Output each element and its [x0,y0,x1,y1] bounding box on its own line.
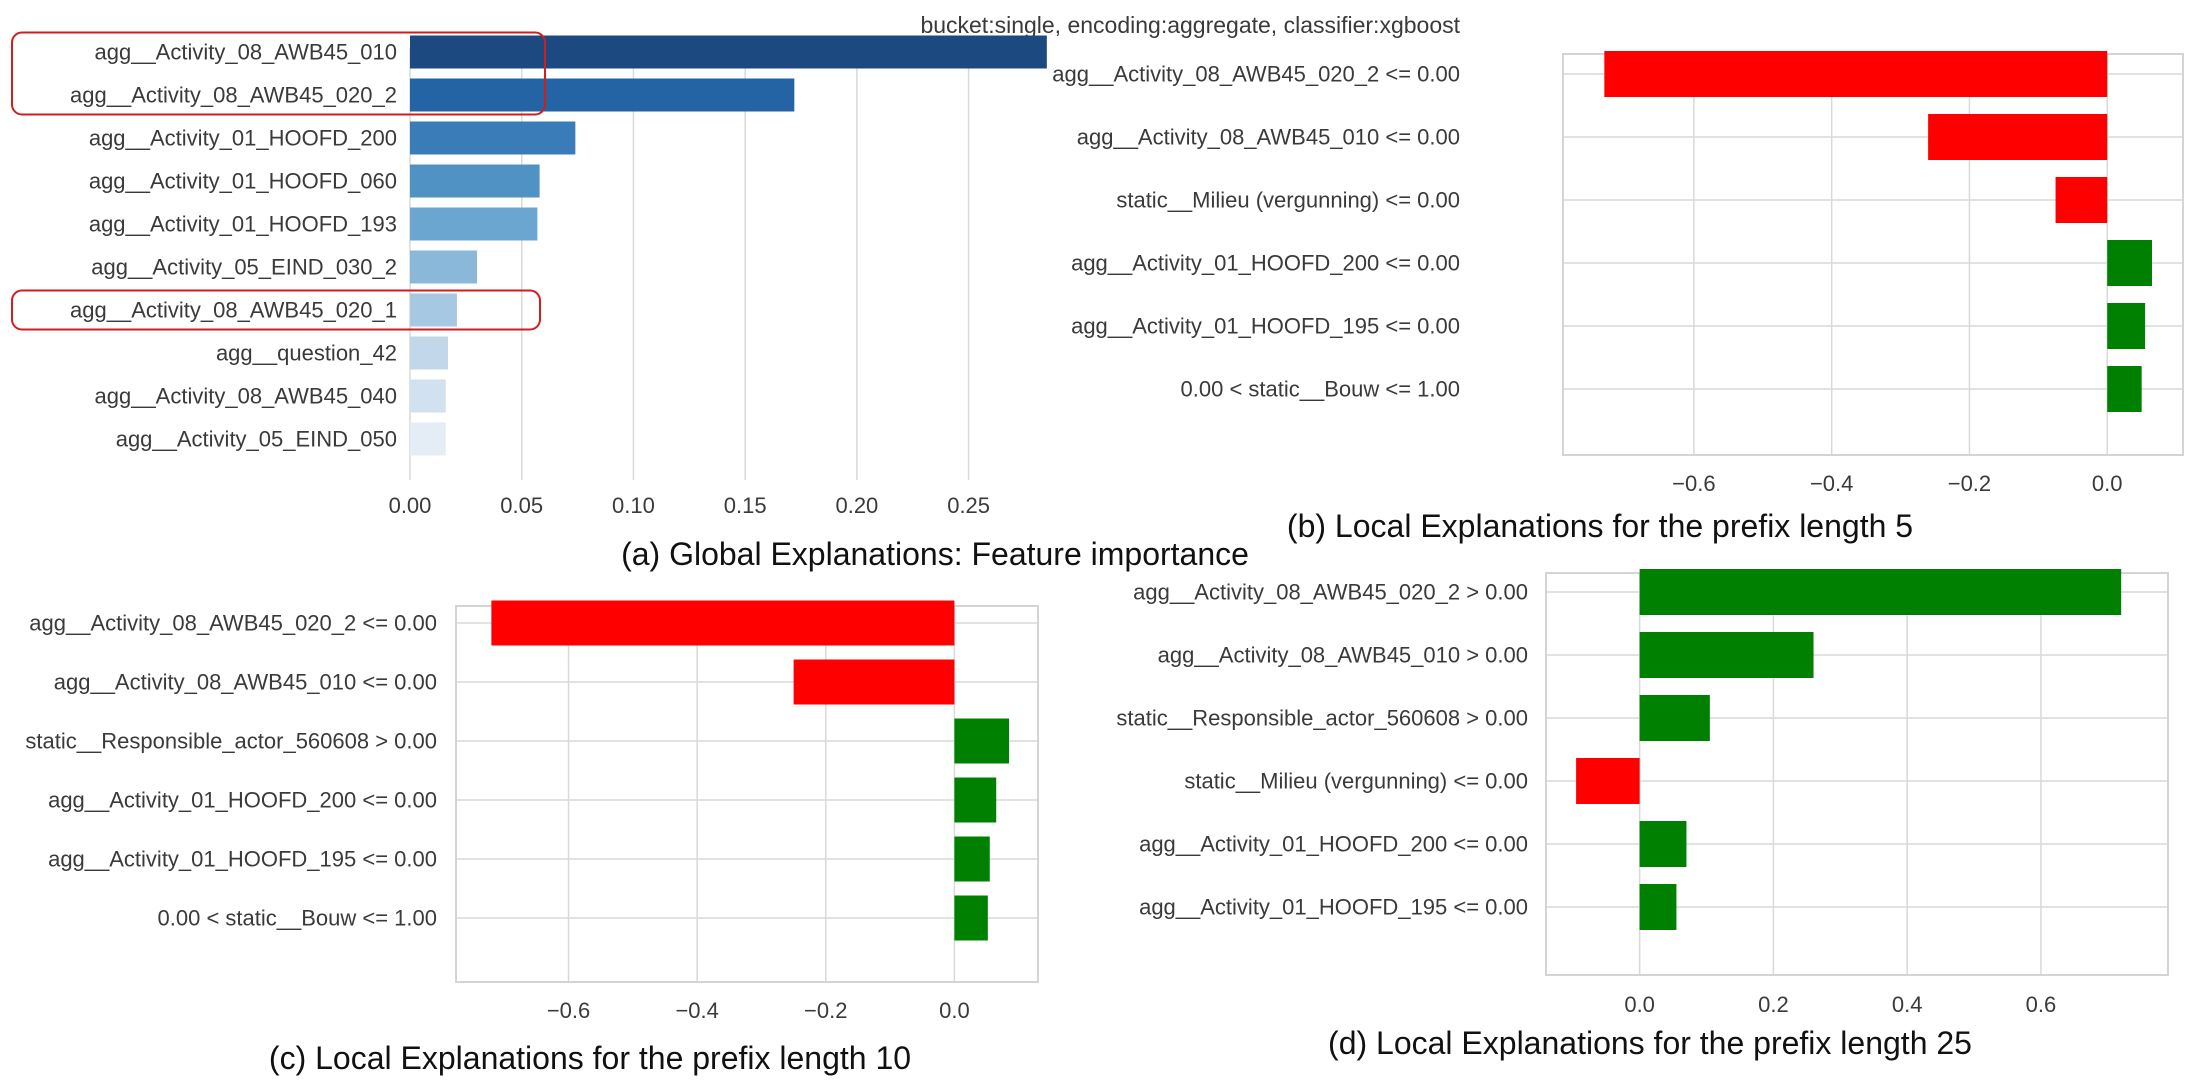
chart-b-bar [2107,366,2142,412]
chart-c-category-label: agg__Activity_08_AWB45_010 <= 0.00 [54,670,437,695]
chart-a-category-label: agg__Activity_01_HOOFD_200 [89,126,397,151]
chart-a-bar [410,422,446,456]
chart-c-bar [954,777,997,823]
chart-c-category-label: static__Responsible_actor_560608 > 0.00 [25,729,437,754]
panel-c-local-prefix-10: agg__Activity_08_AWB45_020_2 <= 0.00 agg_… [25,600,1039,1076]
chart-a-category-label: agg__Activity_08_AWB45_010 [95,40,398,65]
chart-a-bar [410,379,446,413]
chart-d-xtick-label: 0.4 [1892,992,1923,1017]
chart-a-caption: (a) Global Explanations: Feature importa… [621,536,1249,572]
chart-d-bar [1639,695,1710,741]
chart-b-category-label: 0.00 < static__Bouw <= 1.00 [1181,377,1460,402]
chart-c-category-label: agg__Activity_08_AWB45_020_2 <= 0.00 [29,611,437,636]
chart-c-bar [954,895,988,941]
chart-c-xtick-label: 0.0 [939,998,970,1023]
chart-d-xtick-label: 0.6 [2026,992,2057,1017]
chart-d-category-label: agg__Activity_08_AWB45_020_2 > 0.00 [1133,580,1528,605]
chart-a-bar [410,164,540,198]
chart-a-category-label: agg__Activity_01_HOOFD_060 [89,169,397,194]
chart-c-xtick-label: −0.4 [675,998,718,1023]
chart-a-category-label: agg__Activity_05_EIND_030_2 [91,255,397,280]
chart-c-caption: (c) Local Explanations for the prefix le… [269,1040,911,1076]
chart-b-category-label: agg__Activity_08_AWB45_010 <= 0.00 [1077,125,1460,150]
chart-a-category-label: agg__Activity_05_EIND_050 [116,427,397,452]
chart-a-xtick-label: 0.00 [389,493,432,518]
chart-b-xtick-label: −0.2 [1948,471,1991,496]
chart-b-category-label: agg__Activity_08_AWB45_020_2 <= 0.00 [1052,62,1460,87]
chart-d-bar [1639,884,1677,930]
chart-c-bar [954,718,1010,764]
chart-d-category-label: agg__Activity_08_AWB45_010 > 0.00 [1158,643,1528,668]
chart-c-category-label: 0.00 < static__Bouw <= 1.00 [158,906,437,931]
chart-a-category-label: agg__Activity_08_AWB45_020_2 [70,83,397,108]
chart-d-category-label: static__Milieu (vergunning) <= 0.00 [1184,769,1528,794]
chart-b-caption: (b) Local Explanations for the prefix le… [1287,508,1913,544]
chart-d-bar [1639,569,2122,615]
panel-a-global-feature-importance: bucket:single, encoding:aggregate, class… [11,12,1461,572]
chart-a-bar [410,78,795,112]
chart-c-xtick-label: −0.6 [547,998,590,1023]
chart-c-category-label: agg__Activity_01_HOOFD_200 <= 0.00 [48,788,437,813]
panel-d-local-prefix-25: agg__Activity_08_AWB45_020_2 > 0.00 agg__… [1116,569,2169,1061]
chart-d-caption: (d) Local Explanations for the prefix le… [1328,1025,1972,1061]
chart-a-category-label: agg__Activity_01_HOOFD_193 [89,212,397,237]
chart-a-xtick-label: 0.25 [947,493,990,518]
chart-a-category-label: agg__Activity_08_AWB45_040 [95,384,398,409]
chart-a-title: bucket:single, encoding:aggregate, class… [920,12,1460,38]
chart-b-bar [1604,51,2108,97]
chart-b-category-label: agg__Activity_01_HOOFD_200 <= 0.00 [1071,251,1460,276]
chart-a-xtick-label: 0.15 [724,493,767,518]
chart-d-xtick-label: 0.0 [1624,992,1655,1017]
chart-c-bar [793,659,955,705]
chart-a-category-label: agg__Activity_08_AWB45_020_1 [70,298,397,323]
chart-a-bar [410,35,1047,69]
chart-c-plot: agg__Activity_08_AWB45_020_2 <= 0.00 agg_… [25,600,1039,1023]
chart-b-bar [2055,177,2108,223]
chart-d-category-label: static__Responsible_actor_560608 > 0.00 [1116,706,1528,731]
chart-a-bar [410,293,457,327]
chart-d-bar [1639,821,1687,867]
chart-a-xtick-label: 0.05 [500,493,543,518]
chart-a-bar [410,121,576,155]
chart-b-bar [2107,240,2152,286]
chart-c-xtick-label: −0.2 [804,998,847,1023]
chart-b-category-label: agg__Activity_01_HOOFD_195 <= 0.00 [1071,314,1460,339]
chart-a-highlight-box [11,289,541,331]
chart-a-bar [410,250,478,284]
chart-c-bar [954,836,990,882]
chart-c-bar [491,600,955,646]
chart-a-bar [410,207,538,241]
chart-d-bar [1576,758,1640,804]
chart-d-category-label: agg__Activity_01_HOOFD_200 <= 0.00 [1139,832,1528,857]
chart-a-xtick-label: 0.20 [835,493,878,518]
chart-b-plot: agg__Activity_08_AWB45_020_2 <= 0.00 agg_… [1052,51,2184,496]
chart-a-plot: agg__Activity_08_AWB45_010 agg__Activity_… [11,31,1047,518]
panel-b-local-prefix-5: agg__Activity_08_AWB45_020_2 <= 0.00 agg_… [1052,51,2184,544]
chart-d-plot: agg__Activity_08_AWB45_020_2 > 0.00 agg__… [1116,569,2169,1017]
chart-a-xtick-label: 0.10 [612,493,655,518]
chart-a-bar [410,336,448,370]
chart-b-xtick-label: 0.0 [2092,471,2123,496]
chart-b-bar [1928,114,2108,160]
chart-a-highlight-box [11,31,546,116]
chart-b-xtick-label: −0.6 [1672,471,1715,496]
chart-c-category-label: agg__Activity_01_HOOFD_195 <= 0.00 [48,847,437,872]
chart-d-category-label: agg__Activity_01_HOOFD_195 <= 0.00 [1139,895,1528,920]
chart-b-xtick-label: −0.4 [1810,471,1853,496]
chart-d-bar [1639,632,1814,678]
chart-a-category-label: agg__question_42 [216,341,397,366]
chart-b-bar [2107,303,2146,349]
chart-d-xtick-label: 0.2 [1758,992,1789,1017]
chart-b-category-label: static__Milieu (vergunning) <= 0.00 [1116,188,1460,213]
